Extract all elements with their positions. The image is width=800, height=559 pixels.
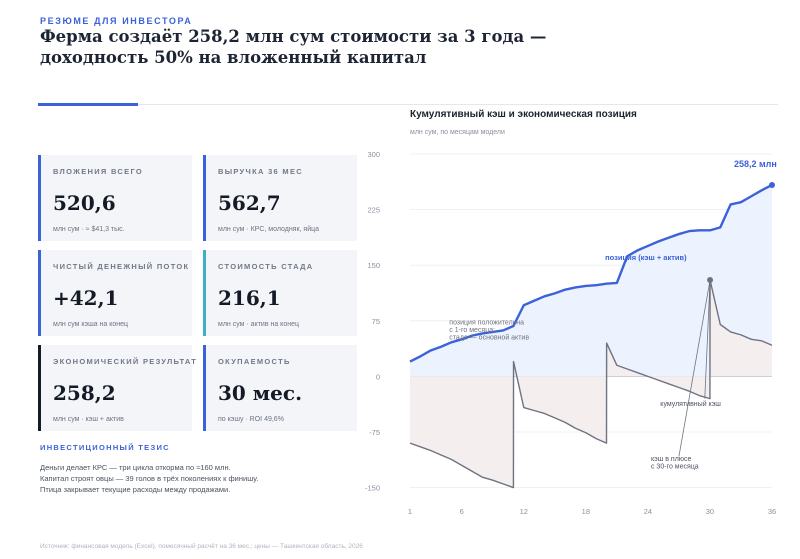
annotation-leader-line (678, 279, 711, 457)
page-title: Ферма создаёт 258,2 млн сум стоимости за… (40, 26, 547, 68)
kpi-subtext: млн сум · КРС, молодняк, яйца (218, 226, 320, 233)
y-tick-label: 150 (367, 261, 380, 270)
kpi-label: ВЛОЖЕНИЯ ВСЕГО (53, 167, 144, 176)
annotation-note: стадо — основной актив (449, 333, 529, 341)
kpi-subtext: по кэшу · ROI 49,6% (218, 416, 284, 423)
cash-area (410, 280, 772, 488)
y-tick-label: 300 (367, 150, 380, 159)
kpi-label: СТОИМОСТЬ СТАДА (218, 262, 314, 271)
y-tick-label: -150 (365, 484, 380, 493)
y-tick-label: 225 (367, 206, 380, 215)
kpi-value: +42,1 (53, 286, 119, 310)
annotation-leader-line (704, 280, 711, 399)
cash-line (409, 279, 773, 489)
kpi-value: 520,6 (53, 191, 116, 215)
kpi-card-herd-value: СТОИМОСТЬ СТАДА 216,1 млн сум · актив на… (203, 250, 357, 336)
kpi-label: ЧИСТЫЙ ДЕНЕЖНЫЙ ПОТОК (53, 262, 190, 271)
cash-series-label: кумулятивный кэш (660, 400, 721, 408)
headline-line-1: Ферма создаёт 258,2 млн сум стоимости за… (40, 27, 547, 46)
kpi-card-revenue: ВЫРУЧКА 36 МЕС 562,7 млн сум · КРС, моло… (203, 155, 357, 241)
position-line (409, 183, 773, 363)
kpi-card-payback: ОКУПАЕМОСТЬ 30 мес. по кэшу · ROI 49,6% (203, 345, 357, 431)
thesis-line: Капитал строят овцы — 39 голов в трёх по… (40, 474, 259, 483)
thesis-line: Птица закрывает текущие расходы между пр… (40, 485, 231, 494)
x-tick-label: 36 (768, 507, 776, 516)
kpi-value: 258,2 (53, 381, 116, 405)
kpi-card-net-cash-flow: ЧИСТЫЙ ДЕНЕЖНЫЙ ПОТОК +42,1 млн сум кэша… (38, 250, 192, 336)
kpi-subtext: млн сум · кэш + актив (53, 416, 124, 423)
position-series-label: позиция (кэш + актив) (605, 253, 687, 262)
annotation-note: кэш в плюсе (651, 456, 692, 463)
kpi-subtext: млн сум кэша на конец (53, 321, 129, 328)
chart-subtitle: млн сум, по месяцам модели (410, 129, 505, 136)
cumulative-cash-chart: -150 -75 0 75 150 225 300 1 6 12 18 24 30 36 258,2 млн… (365, 150, 777, 516)
x-tick-label: 1 (408, 507, 412, 516)
kpi-value: 216,1 (218, 286, 281, 310)
source-footnote: Источник: финансовая модель (Excel), пом… (40, 543, 363, 550)
kpi-subtext: млн сум · ≈ $41,3 тыс. (53, 226, 125, 233)
thesis-title: ИНВЕСТИЦИОННЫЙ ТЕЗИС (40, 443, 170, 452)
thesis-line: Деньги делает КРС — три цикла откорма по… (40, 463, 231, 472)
annotation-note: с 1-го месяца: (449, 327, 495, 334)
x-tick-label: 18 (582, 507, 590, 516)
position-area (410, 184, 772, 377)
x-tick-label: 30 (706, 507, 714, 516)
x-tick-label: 6 (460, 507, 464, 516)
headline-line-2: доходность 50% на вложенный капитал (40, 48, 427, 67)
kpi-card-investment: ВЛОЖЕНИЯ ВСЕГО 520,6 млн сум · ≈ $41,3 т… (38, 155, 192, 241)
chart-title: Кумулятивный кэш и экономическая позиция (410, 109, 637, 120)
thesis-text: Деньги делает КРС — три цикла откорма по… (40, 462, 360, 495)
eyebrow-label: РЕЗЮМЕ ДЛЯ ИНВЕСТОРА (40, 16, 193, 26)
kpi-card-economic-result: ЭКОНОМИЧЕСКИЙ РЕЗУЛЬТАТ 258,2 млн сум · … (38, 345, 198, 431)
cash-peak-marker (707, 277, 714, 284)
header-accent-bar (38, 103, 138, 106)
kpi-label: ЭКОНОМИЧЕСКИЙ РЕЗУЛЬТАТ (53, 357, 198, 366)
kpi-label: ОКУПАЕМОСТЬ (218, 357, 291, 366)
x-tick-label: 12 (520, 507, 528, 516)
y-tick-label: 0 (376, 372, 380, 381)
annotation-note: с 30-го месяца (651, 463, 699, 470)
header-divider (38, 104, 778, 105)
y-tick-label: -75 (369, 428, 380, 437)
kpi-value: 562,7 (218, 191, 281, 215)
kpi-subtext: млн сум · актив на конец (218, 321, 299, 328)
x-tick-label: 24 (644, 507, 652, 516)
end-value-annotation: 258,2 млн (734, 159, 777, 169)
kpi-label: ВЫРУЧКА 36 МЕС (218, 167, 303, 176)
y-tick-label: 75 (372, 317, 380, 326)
position-end-marker (769, 181, 775, 188)
kpi-value: 30 мес. (218, 381, 303, 405)
annotation-note: позиция положительна (449, 320, 524, 327)
